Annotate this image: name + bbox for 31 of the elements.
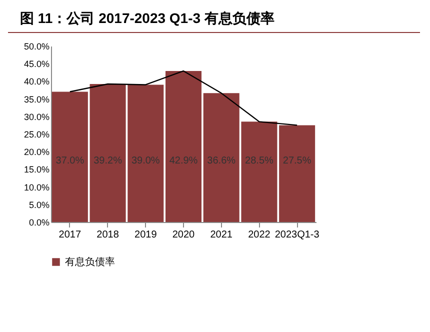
y-tick-label: 35.0% [24, 94, 50, 104]
data-label: 39.2% [94, 155, 122, 166]
y-tick-label: 50.0% [24, 42, 50, 52]
y-tick-label: 0.0% [28, 218, 50, 228]
y-tick-label: 15.0% [24, 164, 50, 175]
y-tick-label: 10.0% [24, 182, 50, 192]
y-tick-label: 45.0% [24, 59, 50, 70]
data-label: 27.5% [282, 155, 312, 166]
y-tick-label: 40.0% [24, 76, 50, 87]
bar [52, 92, 88, 222]
x-tick-label: 2020 [172, 230, 196, 240]
bar [166, 70, 202, 222]
line-series [69, 70, 298, 126]
y-tick-label: 25.0% [24, 130, 50, 140]
data-label: 36.6% [207, 155, 236, 166]
x-tick-label: 2022 [248, 230, 271, 240]
x-tick-label: 2017 [58, 230, 82, 240]
chart-title: 图 11：公司 2017-2023 Q1-3 有息负债率 [8, 0, 420, 33]
x-tick-label: 2021 [210, 230, 233, 240]
x-tick-label: 2018 [96, 230, 120, 240]
legend-label: 有息负债率 [65, 256, 115, 268]
x-tick-label: 2019 [134, 230, 158, 240]
x-tick-label: 2023Q1-3 [274, 230, 320, 240]
data-label: 37.0% [56, 155, 84, 166]
y-tick-label: 20.0% [24, 147, 50, 158]
data-label: 42.9% [169, 155, 198, 166]
bar [279, 125, 316, 222]
y-tick-label: 5.0% [28, 200, 50, 210]
data-label: 39.0% [131, 155, 160, 166]
data-label: 28.5% [245, 155, 274, 166]
y-tick-label: 30.0% [24, 112, 50, 122]
